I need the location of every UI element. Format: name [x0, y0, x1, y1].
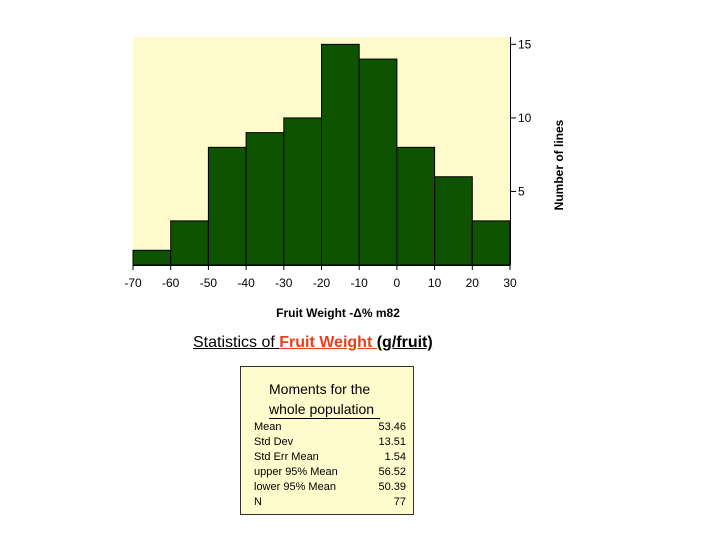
x-axis-label: Fruit Weight -Δ% m82	[276, 306, 400, 320]
moments-heading-line2: whole population	[269, 401, 381, 419]
moment-label: upper 95% Mean	[254, 466, 338, 478]
x-tick-label: -50	[200, 276, 218, 290]
moment-label: N	[254, 496, 262, 508]
moment-value: 1.54	[384, 451, 406, 463]
x-tick-label: 30	[503, 276, 517, 290]
moment-label: lower 95% Mean	[254, 481, 336, 493]
histogram-bar	[396, 146, 436, 266]
moment-row: Std Err Mean 1.54	[254, 450, 406, 465]
moments-table: Mean 53.46 Std Dev 13.51 Std Err Mean 1.54 …	[254, 420, 406, 510]
moment-label: Std Dev	[254, 436, 294, 448]
y-tick-label: 10	[518, 111, 532, 125]
moment-value: 56.52	[378, 466, 406, 478]
statistics-title: Statistics of Fruit Weight (g/fruit)	[193, 334, 433, 352]
moments-heading-line1: Moments for the	[269, 381, 371, 397]
moment-label: Std Err Mean	[254, 451, 319, 463]
moments-heading: Moments for the whole population	[269, 379, 381, 419]
statistics-title-prefix: Statistics of	[193, 334, 280, 351]
moment-row: lower 95% Mean 50.39	[254, 480, 406, 495]
y-tick-label: 5	[518, 184, 525, 198]
x-tick-label: -30	[275, 276, 293, 290]
histogram-bar	[170, 220, 209, 266]
x-tick-label: -60	[162, 276, 180, 290]
x-tick-label: -40	[237, 276, 255, 290]
x-tick-label: 20	[466, 276, 480, 290]
moment-value: 53.46	[378, 421, 406, 433]
x-tick-label: 0	[394, 276, 401, 290]
moment-value: 50.39	[378, 481, 406, 493]
histogram-bar	[358, 58, 398, 266]
moment-row: upper 95% Mean 56.52	[254, 465, 406, 480]
x-tick-label: 10	[428, 276, 442, 290]
moment-row: N 77	[254, 495, 406, 510]
moment-value: 13.51	[378, 436, 406, 448]
moment-label: Mean	[254, 421, 282, 433]
histogram-bar	[132, 249, 172, 266]
moment-row: Std Dev 13.51	[254, 435, 406, 450]
moment-value: 77	[393, 496, 406, 508]
histogram-bar	[321, 43, 360, 266]
statistics-title-unit: (g/fruit)	[376, 334, 433, 351]
moments-box: Moments for the whole population Mean 53.…	[240, 366, 414, 515]
y-axis-label: Number of lines	[552, 119, 566, 210]
y-tick-label: 15	[518, 37, 532, 51]
histogram-bar	[471, 220, 511, 266]
histogram-chart: -70 -60 -50 -40 -30 -20 -10 0 10 20 30 5 10 15 Fruit …	[124, 37, 566, 320]
statistics-title-highlight: Fruit Weight	[279, 334, 377, 351]
x-tick-label: -70	[124, 276, 142, 290]
histogram-bar	[283, 117, 322, 266]
histogram-bar	[207, 146, 247, 266]
moment-row: Mean 53.46	[254, 420, 406, 435]
histogram-bar	[245, 132, 285, 266]
x-tick-label: -10	[351, 276, 369, 290]
x-tick-label: -20	[313, 276, 331, 290]
histogram-bar	[434, 176, 473, 266]
